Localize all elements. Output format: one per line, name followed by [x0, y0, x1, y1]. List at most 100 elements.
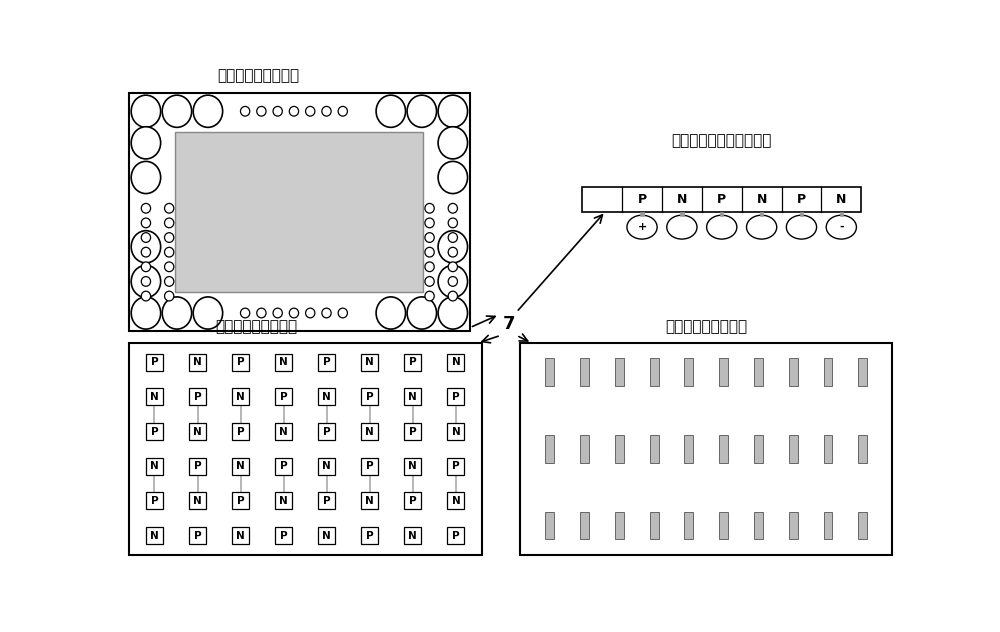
- Bar: [361, 423, 378, 440]
- Bar: [232, 492, 249, 509]
- Bar: [545, 358, 554, 386]
- Ellipse shape: [438, 95, 468, 128]
- Ellipse shape: [826, 216, 856, 239]
- Bar: [447, 423, 464, 440]
- Text: 冷端模块内部俯视图: 冷端模块内部俯视图: [215, 319, 297, 334]
- Ellipse shape: [667, 216, 697, 239]
- Text: P: P: [366, 530, 374, 540]
- Bar: [582, 186, 861, 212]
- Bar: [361, 527, 378, 544]
- Text: P: P: [452, 392, 460, 402]
- Ellipse shape: [131, 127, 161, 159]
- Text: N: N: [236, 461, 245, 471]
- Ellipse shape: [141, 218, 151, 228]
- Text: N: N: [452, 496, 460, 506]
- Text: N: N: [452, 427, 460, 437]
- Bar: [789, 435, 798, 463]
- Bar: [232, 527, 249, 544]
- Bar: [789, 512, 798, 539]
- Ellipse shape: [376, 297, 406, 329]
- Bar: [640, 212, 644, 216]
- Bar: [361, 492, 378, 509]
- Bar: [232, 423, 249, 440]
- Bar: [754, 512, 763, 539]
- Ellipse shape: [322, 106, 331, 116]
- Bar: [754, 358, 763, 386]
- Text: P: P: [409, 496, 417, 506]
- Ellipse shape: [425, 218, 434, 228]
- Ellipse shape: [257, 106, 266, 116]
- Ellipse shape: [438, 231, 468, 263]
- Bar: [318, 527, 335, 544]
- Bar: [719, 358, 728, 386]
- Text: N: N: [279, 357, 288, 367]
- Text: P: P: [717, 193, 726, 206]
- Bar: [858, 512, 867, 539]
- Text: P: P: [151, 427, 158, 437]
- Text: 植球后散热装置左侧视图: 植球后散热装置左侧视图: [672, 133, 772, 149]
- Text: N: N: [193, 427, 202, 437]
- Bar: [361, 458, 378, 475]
- Ellipse shape: [438, 127, 468, 159]
- Bar: [615, 435, 624, 463]
- Bar: [580, 358, 589, 386]
- Text: N: N: [150, 392, 159, 402]
- Bar: [232, 354, 249, 371]
- Ellipse shape: [162, 297, 192, 329]
- Ellipse shape: [165, 291, 174, 301]
- Ellipse shape: [131, 265, 161, 298]
- Bar: [175, 132, 423, 292]
- Bar: [650, 358, 659, 386]
- Bar: [146, 458, 163, 475]
- Bar: [189, 527, 206, 544]
- Bar: [146, 354, 163, 371]
- Text: N: N: [836, 193, 847, 206]
- Ellipse shape: [338, 106, 347, 116]
- Text: 热端模块内部顶视图: 热端模块内部顶视图: [665, 319, 747, 334]
- Bar: [318, 423, 335, 440]
- Text: N: N: [408, 392, 417, 402]
- Ellipse shape: [322, 308, 331, 318]
- Ellipse shape: [448, 204, 457, 213]
- Bar: [318, 458, 335, 475]
- Ellipse shape: [376, 95, 406, 128]
- Ellipse shape: [746, 216, 777, 239]
- Bar: [404, 492, 421, 509]
- Bar: [189, 389, 206, 405]
- Text: N: N: [322, 392, 331, 402]
- Bar: [800, 212, 803, 216]
- Bar: [545, 512, 554, 539]
- Text: P: P: [452, 461, 460, 471]
- Ellipse shape: [257, 308, 266, 318]
- Bar: [824, 435, 832, 463]
- Ellipse shape: [240, 308, 250, 318]
- Bar: [129, 93, 470, 331]
- Ellipse shape: [141, 291, 151, 301]
- Ellipse shape: [448, 247, 457, 257]
- Ellipse shape: [448, 277, 457, 286]
- Ellipse shape: [141, 262, 151, 272]
- Text: N: N: [365, 357, 374, 367]
- Bar: [684, 512, 693, 539]
- Ellipse shape: [407, 297, 437, 329]
- Bar: [146, 389, 163, 405]
- Ellipse shape: [425, 204, 434, 213]
- Bar: [684, 358, 693, 386]
- Bar: [275, 458, 292, 475]
- Bar: [146, 527, 163, 544]
- Text: P: P: [194, 392, 201, 402]
- Ellipse shape: [141, 204, 151, 213]
- Text: P: P: [280, 461, 287, 471]
- Bar: [404, 458, 421, 475]
- Ellipse shape: [131, 297, 161, 329]
- Bar: [447, 458, 464, 475]
- Text: N: N: [279, 427, 288, 437]
- Ellipse shape: [448, 233, 457, 243]
- Text: N: N: [322, 461, 331, 471]
- Ellipse shape: [141, 233, 151, 243]
- Text: N: N: [193, 496, 202, 506]
- Bar: [318, 354, 335, 371]
- Ellipse shape: [162, 95, 192, 128]
- Bar: [275, 423, 292, 440]
- Text: P: P: [452, 530, 460, 540]
